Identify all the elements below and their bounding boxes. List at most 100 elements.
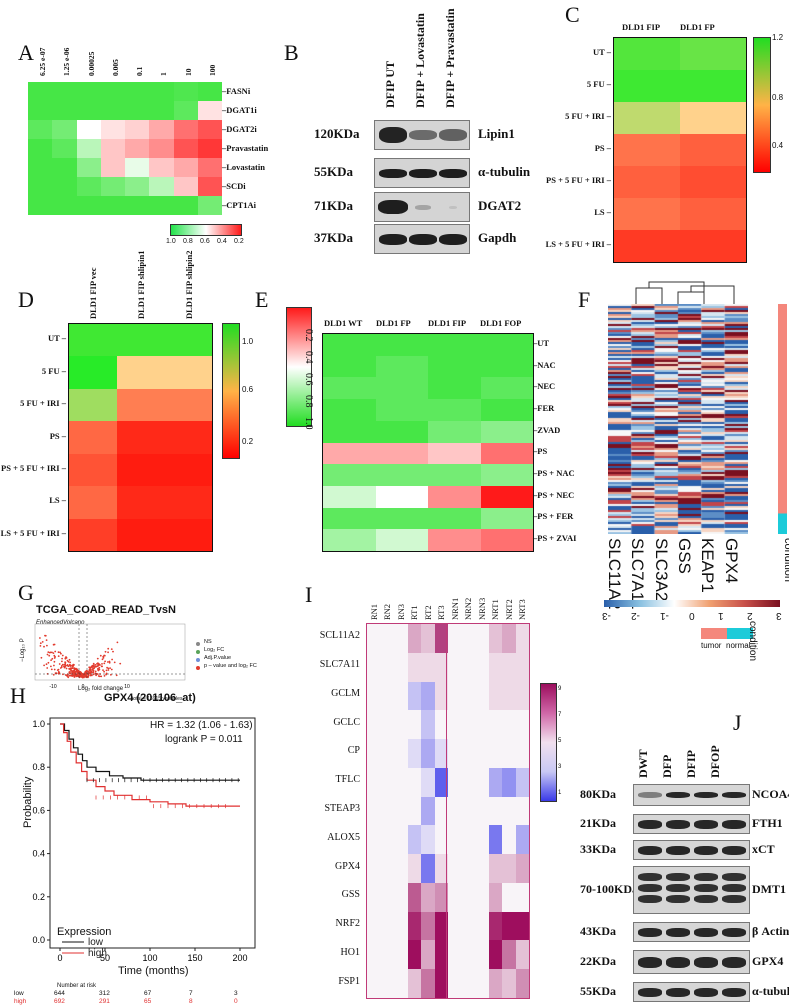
- panel-i-cell: [475, 767, 489, 797]
- panel-e-cell: [428, 464, 481, 486]
- panel-h-x-tick-label: 150: [187, 953, 202, 963]
- panel-e-cell: [323, 485, 376, 508]
- panel-g-point: [46, 667, 49, 669]
- panel-g-x-tick: 0: [82, 684, 85, 690]
- panel-j-protein-label: GPX4: [752, 954, 784, 968]
- panel-i-column-label: RN3: [395, 603, 406, 620]
- panel-h-curve-low: [60, 723, 240, 781]
- panel-d-cell: [116, 486, 165, 519]
- panel-i-cell: [502, 940, 516, 970]
- panel-g-point: [64, 661, 66, 663]
- panel-g-point: [50, 665, 52, 668]
- panel-i-divider: [446, 623, 447, 998]
- panel-i-row-label: ALOX5: [327, 831, 360, 843]
- panel-i-cell: [367, 825, 381, 855]
- panel-b-band: [379, 127, 407, 143]
- panel-i-cell: [394, 652, 408, 682]
- panel-h-x-tick-label: 200: [232, 953, 247, 963]
- panel-g-point: [71, 671, 73, 674]
- panel-h-risk-value: 692: [54, 998, 65, 1005]
- panel-f-legend-title: condition: [747, 621, 758, 662]
- panel-g-point: [106, 666, 108, 669]
- panel-i-cell: [434, 854, 448, 883]
- panel-e-row-label: –ZVAD: [533, 424, 561, 435]
- panel-a-cell: [173, 82, 198, 101]
- panel-d-cell: [69, 486, 117, 519]
- panel-b-blot-row: 120KDa Lipin1: [300, 120, 550, 150]
- panel-f-colorbar-tick: 3: [776, 610, 782, 621]
- panel-g-point: [78, 670, 81, 673]
- panel-g-volcano: TCGA_COAD_READ_TvsN EnhancedVolcano −Log…: [10, 600, 295, 702]
- panel-a-row-label: –DGAT2i: [222, 123, 257, 134]
- panel-e-cell: [428, 485, 481, 508]
- panel-j-column-label: DFP: [660, 754, 674, 778]
- panel-i-cell: [461, 940, 475, 970]
- panel-e-cell: [480, 399, 533, 421]
- panel-c-cell: [614, 166, 680, 198]
- panel-i-cell: [475, 911, 489, 941]
- panel-i-cell: [394, 911, 408, 941]
- panel-i-cell: [434, 882, 448, 912]
- panel-f-annotation-label: condition: [782, 538, 789, 583]
- panel-e-cell: [323, 529, 376, 551]
- panel-b-protein-label: α-tubulin: [478, 164, 531, 179]
- panel-a-cell: [125, 196, 150, 215]
- panel-d-row-label: 5 FU + IRI –: [20, 398, 66, 409]
- panel-i-cell: [448, 854, 462, 883]
- panel-j-band: [638, 927, 662, 937]
- panel-d-column-label: DLD1 FIP vec: [88, 267, 98, 319]
- panel-g-point: [63, 663, 66, 666]
- panel-g-legend-swatch: [196, 666, 200, 670]
- panel-e-cell: [323, 507, 376, 530]
- panel-g-plot: -10 0 10: [34, 623, 186, 690]
- panel-i-cell: [421, 854, 435, 883]
- panel-g-point: [92, 671, 95, 674]
- panel-i-cell: [421, 710, 435, 740]
- panel-i-cell: [515, 739, 529, 768]
- panel-a-cell: [149, 139, 174, 158]
- panel-g-point: [93, 666, 96, 668]
- panel-i-cell: [488, 940, 502, 970]
- panel-a-cell: [76, 120, 101, 139]
- panel-i-cell: [448, 739, 462, 768]
- panel-h-xlabel: Time (months): [118, 965, 189, 977]
- panel-e-column-label: DLD1 FOP: [480, 318, 522, 328]
- panel-h-legend-label: high: [88, 948, 107, 959]
- panel-g-legend-label: Adj.P.value: [204, 655, 232, 661]
- panel-e-cell: [323, 464, 376, 486]
- panel-b-band: [409, 130, 437, 140]
- panel-f-colorbar-tick: 0: [689, 610, 695, 621]
- panel-c-grid: [613, 37, 747, 263]
- panel-a-row-label: –FASNi: [222, 85, 251, 96]
- panel-i-cell: [434, 940, 448, 970]
- panel-j-protein-label: β Actin: [752, 924, 789, 938]
- panel-i-cell: [394, 767, 408, 797]
- panel-g-point: [58, 663, 61, 665]
- panel-b-blot-image: [374, 224, 470, 254]
- panel-g-point: [95, 674, 97, 677]
- panel-i-cell: [380, 854, 394, 883]
- panel-c-row-label: LS –: [594, 207, 611, 217]
- panel-a-cell: [149, 101, 174, 120]
- panel-e-row-label: –PS: [533, 446, 548, 457]
- panel-i-row-label: SCL11A2: [319, 630, 360, 642]
- panel-j-band: [638, 894, 662, 903]
- panel-f-legend-normal: normal: [726, 641, 751, 650]
- panel-a-cell: [197, 82, 222, 101]
- panel-a-cell: [76, 139, 101, 158]
- panel-i-cell: [461, 882, 475, 912]
- panel-b-blot-row: 71KDa DGAT2: [300, 192, 550, 222]
- panel-j-kda-label: 80KDa: [580, 787, 616, 801]
- panel-i-cell: [488, 710, 502, 740]
- panel-g-point: [67, 676, 70, 679]
- panel-i-cell: [488, 681, 502, 711]
- panel-c-heatmap: DLD1 FIP DLD1 FP UT – 5 FU – 5 FU + IRI – P…: [546, 0, 789, 265]
- panel-a-cell: [197, 196, 222, 215]
- panel-i-cell: [475, 969, 489, 998]
- panel-j-band: [638, 845, 662, 855]
- panel-e-cell: [480, 420, 533, 443]
- panel-j-blot-image: [633, 840, 750, 860]
- panel-d-row-label: PS + 5 FU + IRI –: [1, 462, 66, 473]
- panel-i-cell: [434, 652, 448, 682]
